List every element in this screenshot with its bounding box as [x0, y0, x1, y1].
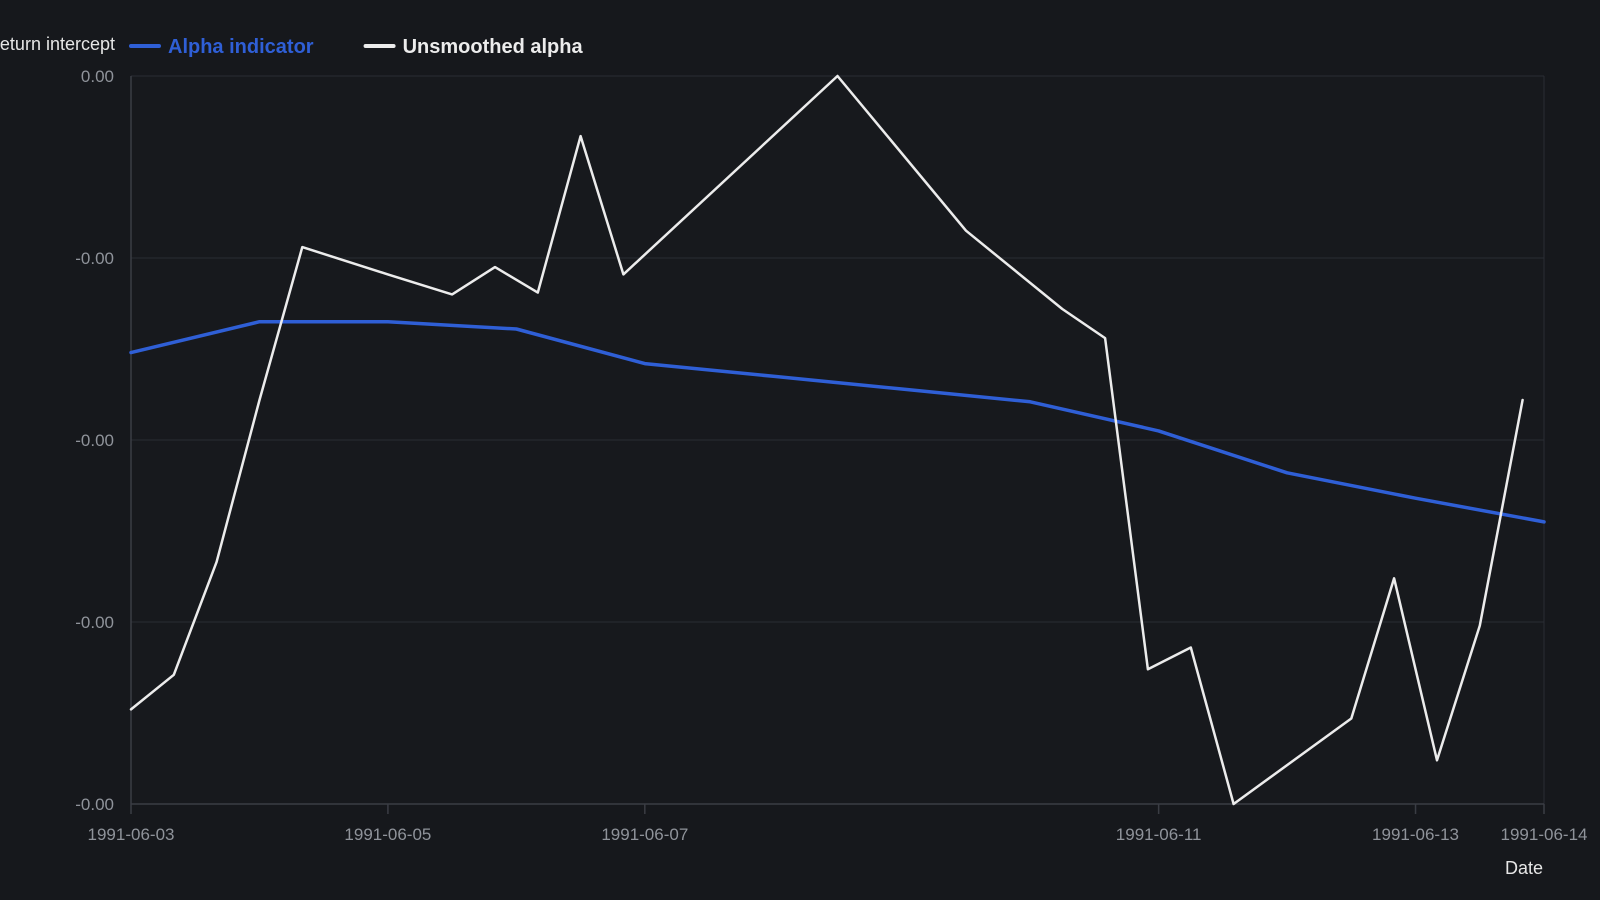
legend[interactable]: Alpha indicator Unsmoothed alpha — [129, 36, 584, 58]
x-tick-label: 1991-06-07 — [601, 825, 688, 844]
x-tick-label: 1991-06-03 — [88, 825, 175, 844]
series-layer — [129, 74, 1546, 806]
y-tick-label: 0.00 — [81, 67, 114, 86]
y-tick-label: -0.00 — [75, 795, 114, 814]
x-tick-label: 1991-06-13 — [1372, 825, 1459, 844]
y-axis-title: Return intercept — [0, 34, 115, 54]
x-tick-label: 1991-06-14 — [1501, 825, 1588, 844]
series-line-alpha-indicator — [129, 319, 1546, 524]
axis-layer: 0.00 -0.00 -0.00 -0.00 -0.00 1991-06-03 1991-0… — [75, 67, 1587, 844]
legend-label-alpha-indicator[interactable]: Alpha indicator — [168, 36, 314, 58]
x-tick-label: 1991-06-05 — [344, 825, 431, 844]
y-tick-label: -0.00 — [75, 431, 114, 450]
series-line-unsmoothed-alpha — [129, 74, 1524, 806]
y-tick-label: -0.00 — [75, 249, 114, 268]
x-tick-label: 1991-06-11 — [1116, 825, 1202, 844]
y-tick-label: -0.00 — [75, 613, 114, 632]
x-axis-title: Date — [1505, 858, 1543, 878]
legend-label-unsmoothed-alpha[interactable]: Unsmoothed alpha — [403, 36, 584, 58]
